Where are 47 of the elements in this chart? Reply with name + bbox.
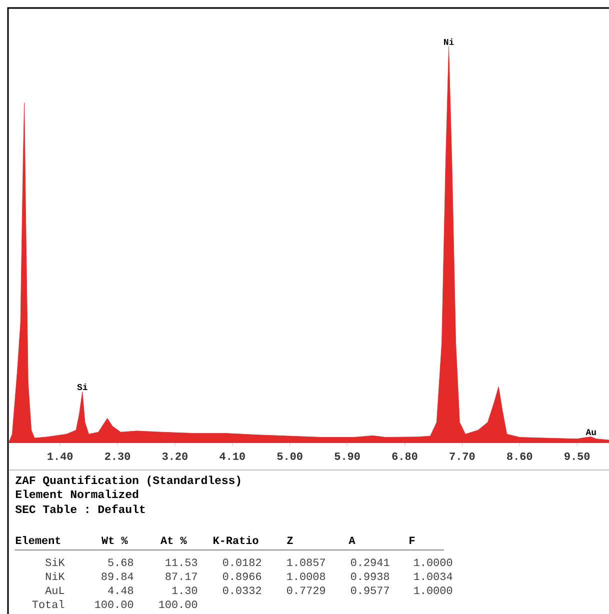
x-tick-label: 9.50 (564, 452, 590, 460)
text: K-Ratio (214, 536, 258, 544)
text: Element Normalized (16, 490, 138, 498)
text: 1.0000 (414, 586, 452, 594)
text: 1.0857 (287, 558, 325, 566)
text: 87.17 (166, 572, 197, 580)
text: 1.0008 (287, 572, 326, 580)
text: F (410, 536, 415, 544)
text: SEC Table : Default (15, 504, 145, 514)
annotation: Ni (444, 38, 454, 45)
x-tick-label: 6.80 (392, 452, 418, 460)
text: ZAF Quantification (Standardless) (16, 476, 240, 486)
x-tick-label: 8.60 (507, 452, 532, 460)
annotation: Si (77, 384, 88, 390)
text: 1.0000 (414, 558, 452, 566)
text: SiK (45, 558, 65, 566)
x-tick-label: 3.20 (162, 452, 188, 460)
text: 0.0332 (222, 586, 262, 594)
text: 5.68 (108, 558, 134, 566)
text: Total (32, 600, 64, 608)
text: Wt % (101, 536, 128, 544)
text: 0.2941 (350, 558, 390, 566)
text: 1.30 (172, 586, 198, 594)
text: Z (287, 536, 293, 544)
text: A (348, 536, 356, 544)
text: 0.9577 (350, 586, 389, 594)
x-tick-label: 5.00 (277, 452, 302, 460)
x-tick-label: 1.40 (48, 452, 73, 460)
x-tick-label: 7.70 (450, 452, 475, 460)
text: Element (16, 536, 60, 544)
text: 100.00 (159, 600, 198, 608)
text: 100.00 (95, 600, 134, 608)
annotation: Au (586, 429, 596, 436)
x-tick-label: 4.10 (220, 452, 245, 460)
text: 89.84 (102, 572, 134, 580)
text: 4.48 (108, 586, 134, 594)
x-tick-label: 5.90 (334, 452, 360, 460)
text: AuL (45, 586, 64, 594)
text: NiK (46, 572, 65, 580)
text: 0.7729 (286, 586, 326, 594)
text: 1.0034 (414, 572, 452, 580)
text: 0.9938 (350, 572, 390, 580)
text: At % (160, 536, 187, 544)
text: 0.0182 (222, 558, 262, 566)
text: 11.53 (166, 558, 198, 566)
text: 0.8966 (222, 572, 262, 580)
x-tick-label: 2.30 (105, 452, 130, 460)
